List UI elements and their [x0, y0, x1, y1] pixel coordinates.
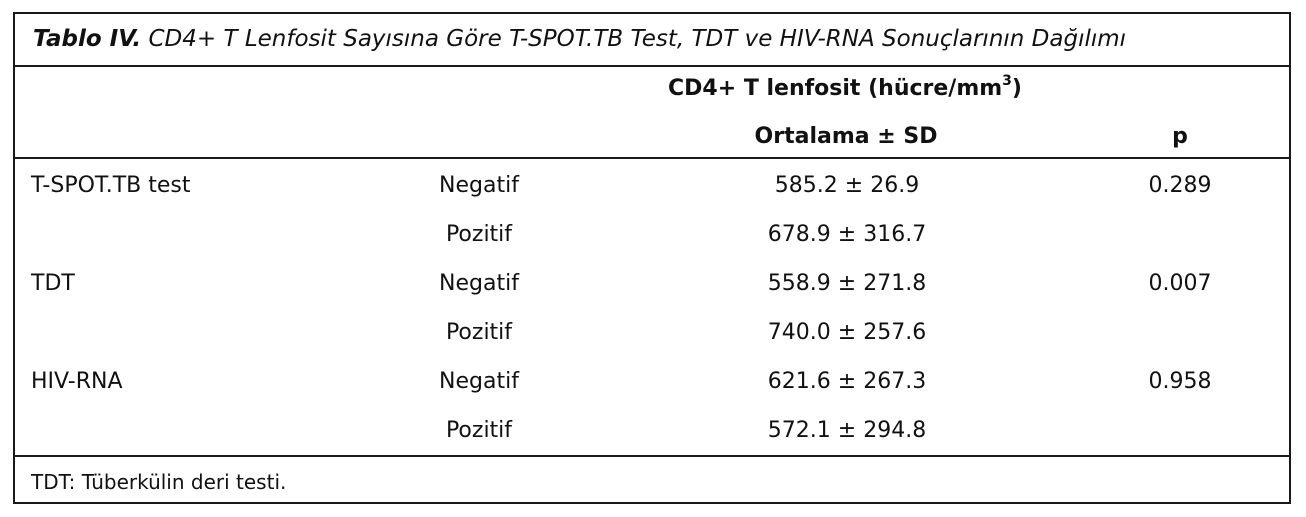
header-group-main: CD4+ T lenfosit (hücre/mm	[668, 76, 1003, 101]
row-test-name: HIV-RNA	[31, 369, 123, 394]
header-group-end: )	[1011, 76, 1022, 101]
caption-label: Tablo IV.	[33, 26, 142, 52]
table-footnote: TDT: Tüberkülin deri testi.	[31, 470, 287, 494]
row-test-name: TDT	[31, 271, 75, 296]
row-value: 678.9 ± 316.7	[767, 222, 927, 247]
row-value: 621.6 ± 267.3	[767, 369, 927, 394]
table-frame	[13, 12, 1291, 504]
row-result: Negatif	[439, 369, 519, 394]
row-value: 740.0 ± 257.6	[767, 320, 927, 345]
row-p-value: 0.289	[1148, 173, 1212, 198]
row-result: Negatif	[439, 271, 519, 296]
row-value: 585.2 ± 26.9	[774, 173, 920, 198]
row-p-value: 0.007	[1148, 271, 1212, 296]
row-test-name: T-SPOT.TB test	[31, 173, 191, 198]
table-caption: Tablo IV. CD4+ T Lenfosit Sayısına Göre …	[33, 26, 1126, 52]
row-value: 572.1 ± 294.8	[767, 418, 927, 443]
caption-divider	[15, 65, 1289, 67]
row-result: Pozitif	[445, 418, 513, 443]
header-group-label: CD4+ T lenfosit (hücre/mm3)	[668, 74, 1022, 101]
caption-text: CD4+ T Lenfosit Sayısına Göre T-SPOT.TB …	[148, 26, 1127, 52]
row-result: Pozitif	[445, 320, 513, 345]
row-result: Negatif	[439, 173, 519, 198]
header-divider	[15, 157, 1289, 159]
row-value: 558.9 ± 271.8	[767, 271, 927, 296]
header-group-sup: 3	[1002, 72, 1012, 89]
row-p-value: 0.958	[1148, 369, 1212, 394]
row-result: Pozitif	[445, 222, 513, 247]
header-mean-sd: Ortalama ± SD	[754, 124, 938, 149]
footnote-divider	[15, 455, 1289, 457]
header-p: p	[1172, 124, 1188, 149]
